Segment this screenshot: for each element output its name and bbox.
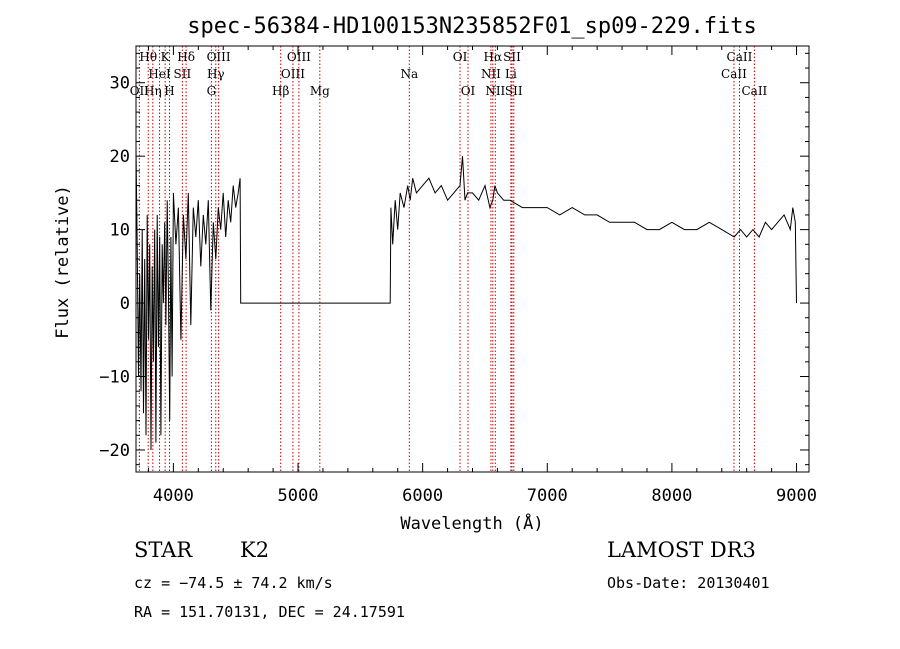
line-marker-label: OIII [207,50,231,64]
y-tick-label: −10 [99,368,130,388]
x-tick-label: 9000 [776,486,817,506]
line-marker-label: Hβ [272,84,289,98]
chart-title: spec-56384-HD100153N235852F01_sp09-229.f… [187,14,757,39]
line-marker-label: OI [461,84,476,98]
y-tick-label: 10 [110,221,130,241]
spectrum-layer [135,148,797,451]
line-markers [138,46,755,472]
line-marker-label: HeI [148,67,171,81]
y-axis-label: Flux (relative) [53,185,73,339]
line-marker-label: CaII [741,84,767,98]
line-marker-label: OIII [287,50,311,64]
line-marker-label: Hη [144,84,162,98]
line-marker-label: Li [505,67,517,81]
x-tick-label: 4000 [153,486,194,506]
axis-ticks: 4000 5000 6000 7000 8000 9000 −20 −10 0 10 20 30 [99,46,817,506]
line-marker-label: H [164,84,174,98]
coordinates-readout: RA = 151.70131, DEC = 24.17591 [134,603,405,621]
object-class: STAR [134,538,193,562]
y-tick-label: −20 [99,441,130,461]
x-tick-label: 8000 [651,486,692,506]
plot-frame [135,45,810,473]
observation-date: Obs-Date: 20130401 [607,574,770,592]
line-marker-label: Na [400,67,418,81]
line-marker-label: Hα [484,50,503,64]
line-marker-label: Hδ [177,50,195,64]
y-tick-label: 0 [120,294,130,314]
line-marker-label: K [161,50,171,64]
line-marker-label: Mg [310,84,330,98]
line-marker-label: CaII [727,50,753,64]
line-marker-label: SII [505,84,523,98]
x-tick-label: 5000 [278,486,319,506]
x-tick-label: 6000 [402,486,443,506]
y-tick-label: 20 [110,147,130,167]
spectrum-series-0 [135,148,797,451]
survey-name: LAMOST DR3 [607,538,756,562]
line-marker-label: SII [503,50,521,64]
object-subclass: K2 [240,538,270,562]
line-marker-label: Hθ [139,50,157,64]
line-marker-label: SII [174,67,192,81]
line-marker-label: NII [485,84,505,98]
x-axis-label: Wavelength (Å) [400,512,543,534]
line-marker-label: NII [481,67,501,81]
line-marker-label: OIII [281,67,305,81]
x-tick-label: 7000 [527,486,568,506]
line-marker-label: CaII [721,67,747,81]
line-marker-label: Hγ [207,67,225,81]
line-marker-label: OI [453,50,468,64]
line-marker-label: G [207,84,217,98]
line-marker-label: OII [130,84,150,98]
y-tick-label: 30 [110,74,130,94]
redshift-readout: cz = −74.5 ± 74.2 km/s [134,574,333,592]
